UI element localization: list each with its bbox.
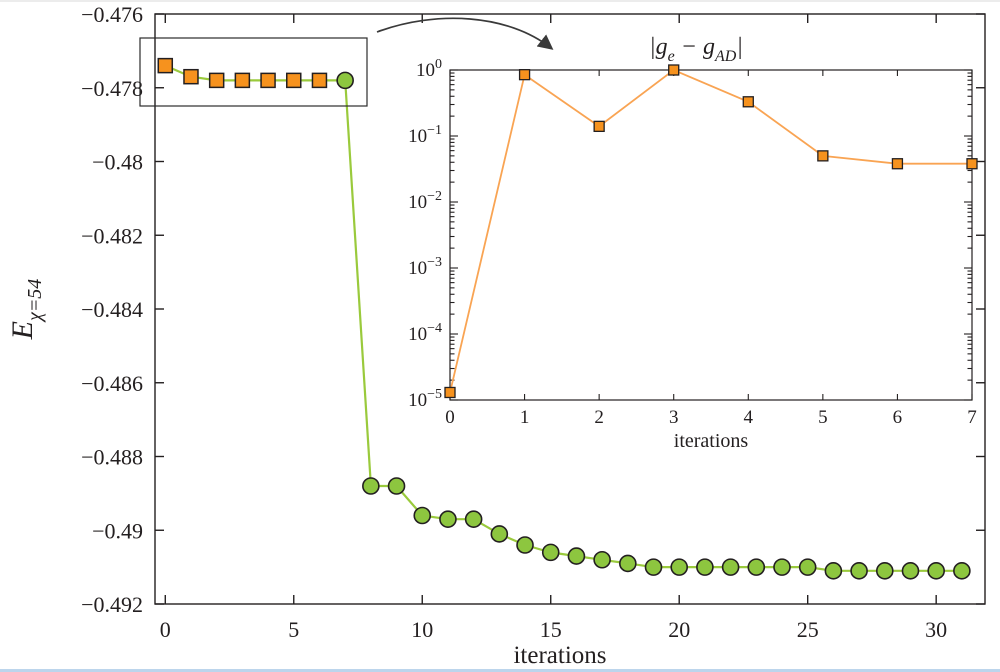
energy-marker (696, 558, 714, 576)
main-y-axis-label: Eχ=54 (6, 279, 46, 341)
energy-marker (516, 536, 534, 554)
highlight-marker (157, 57, 174, 74)
main-x-tick-label: 25 (797, 617, 819, 642)
energy-marker (541, 543, 560, 562)
main-x-axis-label: iterations (513, 642, 606, 669)
main-y-tick-label: −0.492 (81, 592, 143, 617)
zoom-arrow (376, 17, 554, 50)
gradient-marker (891, 158, 904, 170)
energy-marker (721, 558, 740, 576)
inset-plot: 0 1 2 3 4 5 6 7 100 10−1 10−2 10−3 10−4 10−5 |ge − gAD… (408, 34, 978, 452)
energy-marker (593, 550, 611, 569)
gradient-marker (444, 386, 456, 399)
main-axis-ticks (155, 13, 985, 605)
energy-marker (850, 562, 868, 580)
main-y-tick-label: −0.486 (81, 371, 143, 396)
inset-y-tick-label: 10−1 (408, 123, 442, 147)
inset-x-tick-label: 3 (669, 407, 679, 428)
gradient-marker (966, 158, 978, 170)
energy-marker (824, 562, 843, 580)
inset-x-tick-label: 0 (445, 407, 455, 428)
main-y-tick-label: −0.476 (81, 2, 143, 27)
highlight-marker (286, 72, 302, 89)
highlight-marker (208, 72, 225, 89)
energy-marker (619, 554, 637, 573)
inset-y-tick-label: 10−2 (408, 189, 442, 213)
main-y-tick-label: −0.484 (81, 297, 143, 322)
energy-marker (567, 547, 586, 565)
energy-marker (773, 558, 791, 576)
gradient-series-line (449, 68, 972, 393)
energy-marker (490, 525, 509, 543)
energy-marker (875, 562, 894, 580)
energy-marker (901, 562, 920, 580)
inset-x-tick-label: 5 (818, 407, 828, 428)
inset-y-tick-label: 100 (416, 57, 442, 81)
energy-marker (362, 477, 380, 495)
highlight-marker (183, 68, 199, 85)
energy-marker (953, 562, 971, 580)
main-x-tick-label: 0 (160, 617, 171, 642)
highlight-marker (260, 72, 276, 89)
main-x-tick-label: 10 (411, 617, 433, 642)
highlight-marker (234, 72, 251, 89)
main-y-tick-label: −0.48 (92, 150, 143, 175)
main-x-tick-label: 20 (668, 617, 690, 642)
inset-x-tick-label: 7 (967, 407, 977, 428)
inset-x-tick-label: 1 (520, 407, 530, 428)
inset-y-tick-label: 10−4 (408, 321, 442, 345)
gradient-marker (668, 64, 680, 76)
energy-marker (747, 558, 766, 576)
gradient-marker (593, 120, 605, 133)
energy-marker (670, 558, 689, 576)
main-x-tick-label: 30 (925, 617, 947, 642)
main-y-tick-label: −0.478 (81, 76, 143, 101)
inset-title: |ge − gAD| (649, 34, 743, 65)
main-y-tick-label: −0.488 (81, 445, 143, 470)
energy-marker (387, 477, 406, 495)
gradient-marker (817, 150, 829, 162)
gradient-marker (518, 69, 531, 81)
energy-marker (798, 558, 817, 576)
inset-x-tick-label: 2 (594, 407, 604, 428)
bottom-edge (0, 669, 1000, 672)
inset-y-tick-label: 10−5 (408, 387, 442, 411)
main-y-tick-label: −0.482 (81, 223, 143, 248)
inset-x-tick-label: 4 (744, 407, 754, 428)
energy-marker (336, 71, 354, 90)
energy-marker (413, 506, 432, 525)
main-x-tick-label: 5 (288, 617, 299, 642)
zoom-arrow-path (376, 17, 554, 50)
main-x-tick-label: 15 (540, 617, 562, 642)
zoom-box-rect (139, 37, 368, 107)
inset-axis-ticks (449, 69, 973, 401)
energy-marker (644, 558, 663, 576)
highlight-marker (311, 72, 328, 89)
inset-y-tick-label: 10−3 (408, 255, 442, 279)
energy-marker (927, 562, 945, 580)
energy-marker (439, 510, 457, 528)
inset-x-tick-label: 6 (893, 407, 903, 428)
energy-marker (464, 510, 483, 528)
main-plot: 0 5 10 15 20 25 30−0.476−0.478−0.48−0.482−0.48… (6, 2, 986, 669)
inset-axes-box (449, 69, 973, 401)
gradient-marker (742, 96, 754, 108)
inset-x-axis-label: iterations (674, 430, 749, 452)
zoom-region-box (139, 37, 368, 107)
main-y-tick-label: −0.49 (92, 518, 143, 543)
